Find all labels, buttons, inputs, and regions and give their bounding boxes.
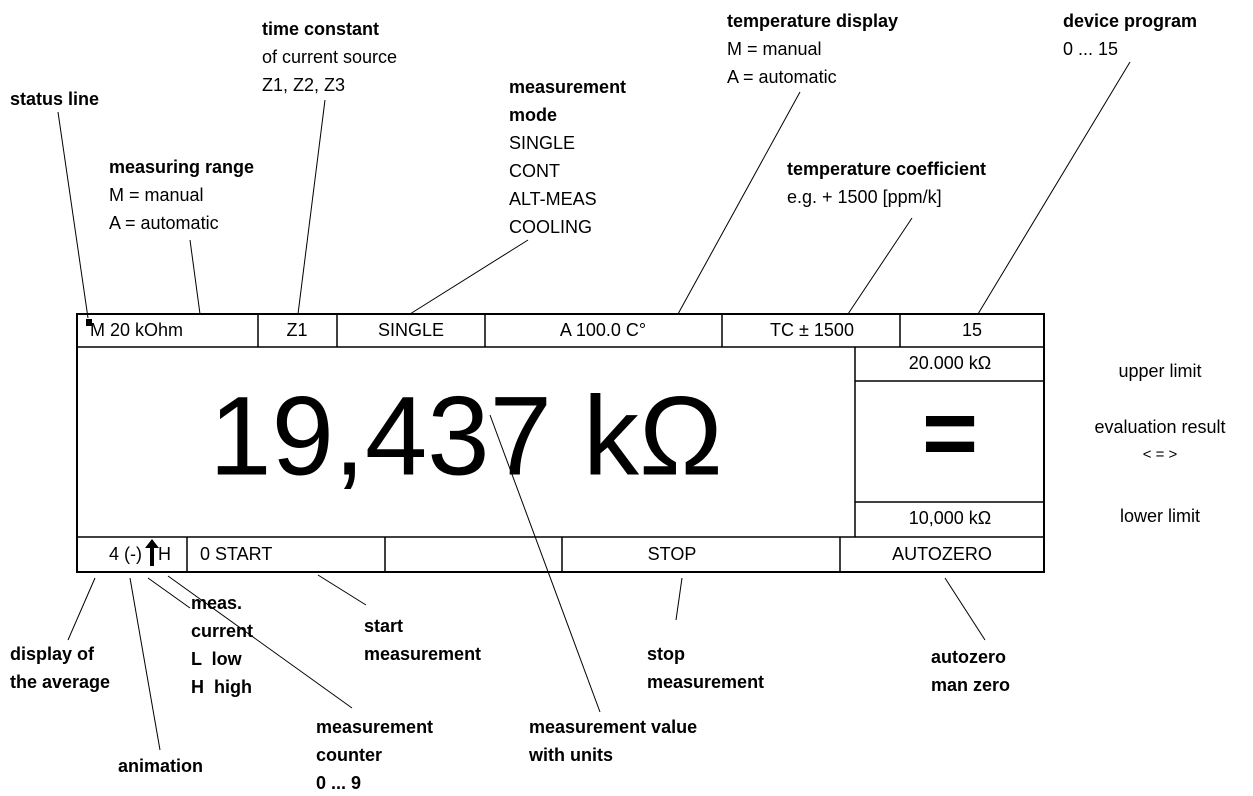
annotation-heading: display of: [10, 644, 95, 664]
leader-line: [409, 239, 529, 315]
evaluation-result: =: [922, 379, 978, 486]
function-field: STOP: [648, 544, 697, 564]
leader-line: [129, 577, 161, 751]
status-field: 15: [962, 320, 982, 340]
lower-limit: 10,000 kΩ: [909, 508, 992, 528]
annotation-heading: H high: [191, 677, 252, 697]
annotation-heading: measuring range: [109, 157, 254, 177]
annotation-heading: mode: [509, 105, 557, 125]
function-field: 0 START: [200, 544, 272, 564]
annotation-detail: ALT-MEAS: [509, 189, 597, 209]
leader-line: [847, 217, 913, 315]
annotation-detail: M = manual: [727, 39, 822, 59]
annotation-detail: Z1, Z2, Z3: [262, 75, 345, 95]
annotation-heading: measurement: [364, 644, 481, 664]
annotation-heading: counter: [316, 745, 382, 765]
function-field: H: [158, 544, 171, 564]
function-field: 4 (-): [109, 544, 142, 564]
leader-line: [147, 577, 191, 609]
annotation-heading: L low: [191, 649, 243, 669]
annotation-heading: measurement value: [529, 717, 697, 737]
display-texts: M 20 kOhm Z1 SINGLE A 100.0 C° TC ± 1500…: [90, 320, 1226, 564]
leader-lines: [57, 61, 1131, 751]
leader-line: [67, 577, 96, 641]
function-field: AUTOZERO: [892, 544, 992, 564]
leader-line: [944, 577, 986, 641]
annotation-heading: device program: [1063, 11, 1197, 31]
annotation-heading: measurement: [647, 672, 764, 692]
annotation-detail: A = automatic: [109, 213, 219, 233]
annotation-heading: time constant: [262, 19, 379, 39]
annotation-detail: of current source: [262, 47, 397, 67]
side-label: upper limit: [1118, 361, 1201, 381]
display-frame: [76, 313, 1045, 573]
annotation-heading: stop: [647, 644, 685, 664]
status-indicator: [86, 319, 92, 326]
annotation-heading: temperature display: [727, 11, 898, 31]
status-field: A 100.0 C°: [560, 320, 646, 340]
display-border: [76, 313, 1045, 573]
annotation-detail: 0 ... 15: [1063, 39, 1118, 59]
annotation-detail: CONT: [509, 161, 560, 181]
annotation-heading: animation: [118, 756, 203, 776]
leader-line: [297, 99, 326, 315]
status-field: SINGLE: [378, 320, 444, 340]
leader-line: [977, 61, 1131, 315]
annotation-heading: measurement: [509, 77, 626, 97]
leader-line: [489, 414, 601, 713]
annotation-heading: autozero: [931, 647, 1006, 667]
side-label: lower limit: [1120, 506, 1200, 526]
measurement-value: 19,437 kΩ: [209, 374, 722, 499]
annotation-heading: the average: [10, 672, 110, 692]
status-field: M 20 kOhm: [90, 320, 183, 340]
annotation-heading: temperature coefficient: [787, 159, 986, 179]
annotation-detail: SINGLE: [509, 133, 575, 153]
upper-limit: 20.000 kΩ: [909, 353, 992, 373]
leader-line: [317, 574, 367, 606]
annotation-detail: e.g. + 1500 [ppm/k]: [787, 187, 942, 207]
animation-arrow: [145, 539, 159, 566]
annotation-heading: status line: [10, 89, 99, 109]
leader-line: [167, 575, 353, 709]
leader-line: [677, 91, 801, 315]
annotation-heading: meas.: [191, 593, 242, 613]
leader-line: [189, 239, 201, 315]
leader-line: [675, 577, 683, 621]
annotation-heading: measurement: [316, 717, 433, 737]
annotation-heading: with units: [528, 745, 613, 765]
annotation-heading: current: [191, 621, 253, 641]
annotation-detail: M = manual: [109, 185, 204, 205]
side-label: < = >: [1143, 446, 1178, 463]
side-label: evaluation result: [1094, 417, 1225, 437]
status-field: TC ± 1500: [770, 320, 854, 340]
annotation-detail: A = automatic: [727, 67, 837, 87]
annotation-heading: man zero: [931, 675, 1010, 695]
leader-line: [57, 111, 89, 319]
annotation-heading: start: [364, 616, 403, 636]
annotation-heading: 0 ... 9: [316, 773, 361, 793]
status-field: Z1: [286, 320, 307, 340]
annotation-detail: COOLING: [509, 217, 592, 237]
